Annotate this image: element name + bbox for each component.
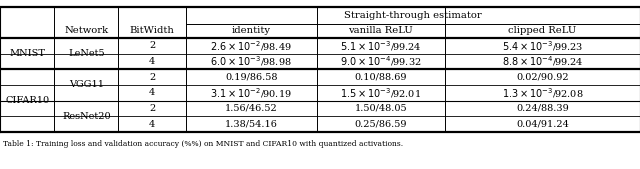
Text: $1.5 \times 10^{-3}$/92.01: $1.5 \times 10^{-3}$/92.01 (340, 86, 421, 100)
Text: 0.02/90.92: 0.02/90.92 (516, 73, 569, 82)
Text: Straight-through estimator: Straight-through estimator (344, 11, 482, 20)
Text: 0.19/86.58: 0.19/86.58 (225, 73, 278, 82)
Text: LeNet5: LeNet5 (68, 49, 105, 58)
Text: 1.50/48.05: 1.50/48.05 (355, 104, 407, 113)
Text: 1.56/46.52: 1.56/46.52 (225, 104, 278, 113)
Text: VGG11: VGG11 (69, 80, 104, 89)
Text: $5.1 \times 10^{-3}$/99.24: $5.1 \times 10^{-3}$/99.24 (340, 39, 422, 53)
Text: CIFAR10: CIFAR10 (5, 96, 49, 105)
Text: MNIST: MNIST (9, 49, 45, 58)
Text: 2: 2 (149, 73, 155, 82)
Text: 4: 4 (149, 119, 155, 128)
Text: $8.8 \times 10^{-4}$/99.24: $8.8 \times 10^{-4}$/99.24 (502, 55, 583, 68)
Text: 4: 4 (149, 88, 155, 97)
Text: Network: Network (65, 26, 108, 35)
Text: 2: 2 (149, 41, 155, 50)
Text: 0.25/86.59: 0.25/86.59 (355, 119, 407, 128)
Text: $1.3 \times 10^{-3}$/92.08: $1.3 \times 10^{-3}$/92.08 (502, 86, 583, 100)
Text: 1.38/54.16: 1.38/54.16 (225, 119, 278, 128)
Text: $2.6 \times 10^{-2}$/98.49: $2.6 \times 10^{-2}$/98.49 (211, 39, 292, 53)
Text: $3.1 \times 10^{-2}$/90.19: $3.1 \times 10^{-2}$/90.19 (211, 86, 292, 100)
Text: 0.24/88.39: 0.24/88.39 (516, 104, 569, 113)
Text: clipped ReLU: clipped ReLU (508, 26, 577, 35)
Text: Table 1: Training loss and validation accuracy (%%) on MNIST and CIFAR10 with qu: Table 1: Training loss and validation ac… (3, 140, 403, 148)
Text: ResNet20: ResNet20 (62, 112, 111, 121)
Text: $5.4 \times 10^{-3}$/99.23: $5.4 \times 10^{-3}$/99.23 (502, 39, 583, 53)
Text: 0.04/91.24: 0.04/91.24 (516, 119, 569, 128)
Text: $6.0 \times 10^{-3}$/98.98: $6.0 \times 10^{-3}$/98.98 (211, 55, 292, 68)
Text: BitWidth: BitWidth (129, 26, 175, 35)
Text: vanilla ReLU: vanilla ReLU (348, 26, 413, 35)
Text: identity: identity (232, 26, 271, 35)
Text: 4: 4 (149, 57, 155, 66)
Text: 0.10/88.69: 0.10/88.69 (355, 73, 407, 82)
Text: 2: 2 (149, 104, 155, 113)
Text: $9.0 \times 10^{-4}$/99.32: $9.0 \times 10^{-4}$/99.32 (340, 55, 422, 68)
